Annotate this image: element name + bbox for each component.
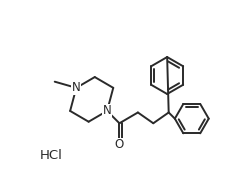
Text: N: N	[72, 81, 81, 94]
Text: O: O	[115, 138, 124, 151]
Text: HCl: HCl	[39, 149, 62, 162]
Text: N: N	[103, 104, 111, 117]
